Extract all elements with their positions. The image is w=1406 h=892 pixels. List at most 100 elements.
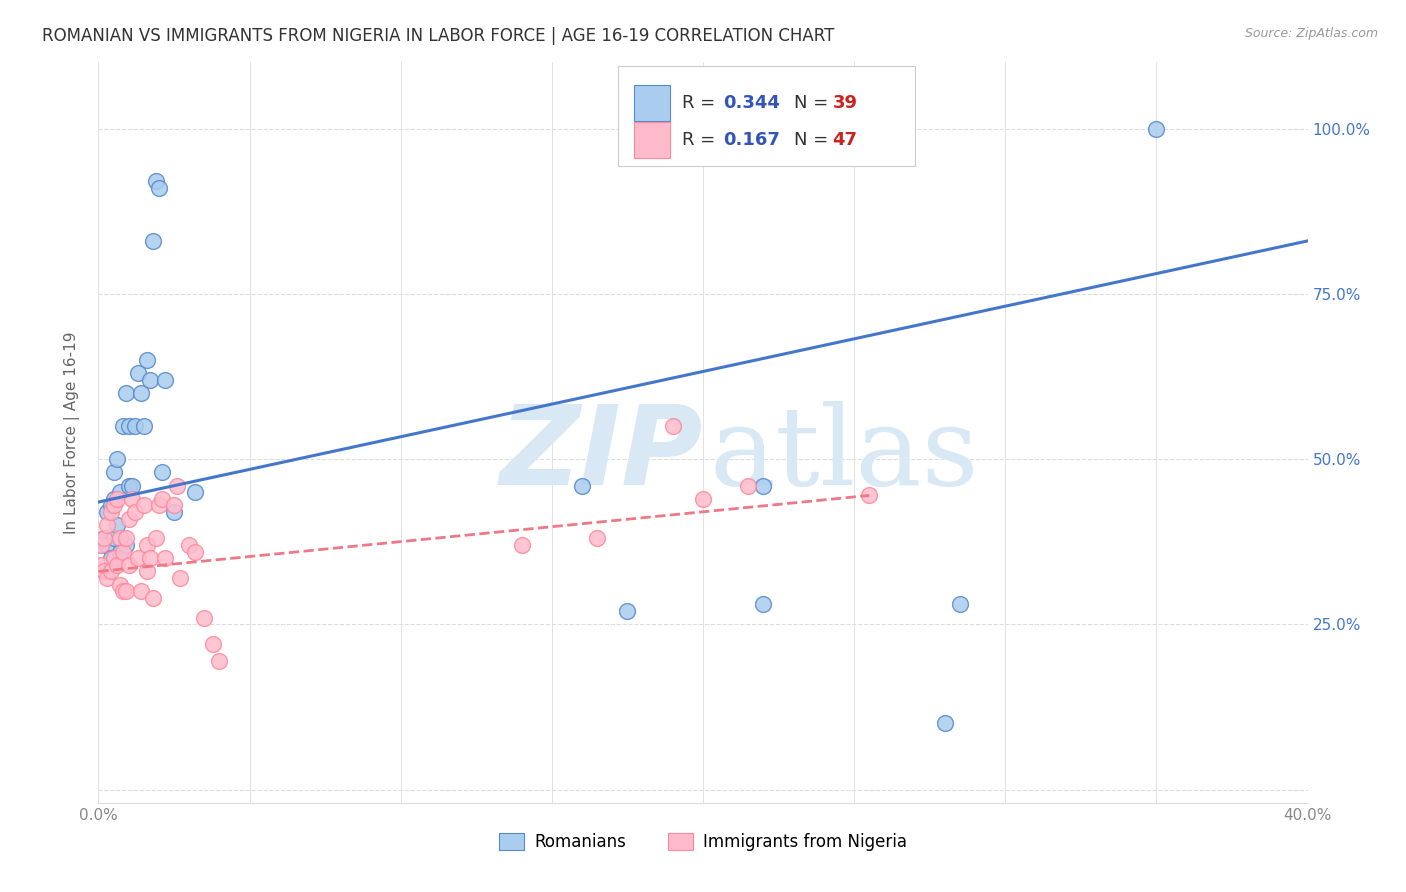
Point [118,558,141,572]
Y-axis label: In Labor Force | Age 16-19: In Labor Force | Age 16-19 [63,331,80,534]
Point [118,478,141,492]
Point [153,373,176,387]
Text: 47: 47 [832,131,858,149]
Point [105,558,128,572]
Point [586,532,609,546]
Point [129,386,152,401]
Text: ZIP: ZIP [499,401,703,508]
Point [93,532,115,546]
Point [108,485,131,500]
Text: atlas: atlas [709,401,979,508]
Point [121,491,143,506]
Point [111,584,134,599]
Point [108,544,131,558]
Point [184,544,207,558]
Point [114,538,136,552]
Point [96,518,118,533]
Text: Source: ZipAtlas.com: Source: ZipAtlas.com [1244,27,1378,40]
Point [90,538,112,552]
Point [139,551,162,566]
Point [752,478,775,492]
Point [510,538,533,552]
Text: 0.167: 0.167 [724,131,780,149]
Point [105,452,128,467]
Point [124,505,146,519]
Point [93,565,115,579]
Point [169,571,191,585]
Point [571,478,593,492]
Point [752,598,775,612]
Point [184,485,207,500]
Point [142,234,165,248]
Point [100,505,122,519]
Point [118,419,141,434]
Point [118,511,141,525]
Point [132,419,155,434]
Point [103,551,125,566]
Point [142,591,165,605]
Point [692,491,714,506]
Point [105,491,128,506]
Point [179,538,201,552]
Point [114,386,136,401]
Point [103,532,125,546]
Point [145,532,167,546]
Point [153,551,176,566]
Point [121,478,143,492]
Point [202,637,225,651]
Point [127,366,149,380]
Point [135,352,157,367]
Point [166,478,188,492]
Point [858,488,880,502]
Point [737,478,759,492]
Point [163,499,186,513]
Point [135,538,157,552]
Point [1144,121,1167,136]
Text: R =: R = [682,131,721,149]
Point [90,558,112,572]
Point [111,544,134,558]
Point [100,551,122,566]
Point [100,499,122,513]
Point [616,604,638,618]
Point [148,181,170,195]
Point [96,538,118,552]
Point [208,654,231,668]
Point [103,465,125,479]
Point [124,419,146,434]
Point [145,174,167,188]
Point [193,611,215,625]
Bar [634,86,671,121]
Point [96,505,118,519]
Point [135,565,157,579]
Text: ROMANIAN VS IMMIGRANTS FROM NIGERIA IN LABOR FORCE | AGE 16-19 CORRELATION CHART: ROMANIAN VS IMMIGRANTS FROM NIGERIA IN L… [42,27,835,45]
Point [108,532,131,546]
Point [934,716,956,731]
Point [150,491,173,506]
Point [105,518,128,533]
Point [127,551,149,566]
Point [96,571,118,585]
Point [129,584,152,599]
Point [100,565,122,579]
FancyBboxPatch shape [619,66,915,166]
Point [661,419,683,434]
Bar [634,122,671,158]
Point [150,465,173,479]
Point [103,491,125,506]
Point [114,584,136,599]
Point [90,538,112,552]
Point [114,532,136,546]
Legend: Romanians, Immigrants from Nigeria: Romanians, Immigrants from Nigeria [492,826,914,857]
Text: 0.344: 0.344 [724,95,780,112]
Point [139,373,162,387]
Text: N =: N = [793,95,834,112]
Point [949,598,972,612]
Text: R =: R = [682,95,721,112]
Point [163,505,186,519]
Point [103,499,125,513]
Point [111,419,134,434]
Text: N =: N = [793,131,834,149]
Point [93,532,115,546]
Point [108,577,131,591]
